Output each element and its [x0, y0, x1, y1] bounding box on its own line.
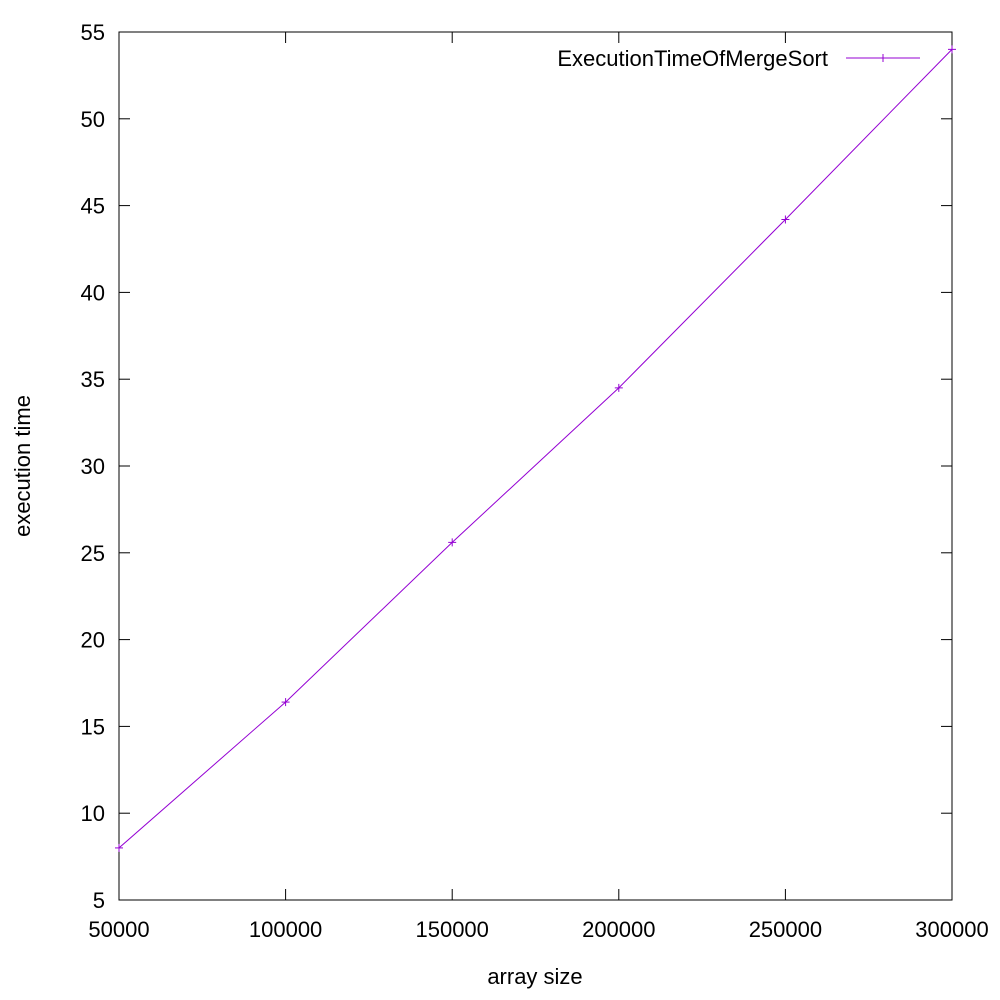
x-axis-label: array size: [487, 964, 582, 989]
y-tick-label: 50: [81, 107, 105, 132]
y-tick-label: 25: [81, 541, 105, 566]
y-tick-label: 5: [93, 888, 105, 913]
x-tick-label: 250000: [749, 917, 822, 942]
y-tick-label: 30: [81, 454, 105, 479]
data-point: [448, 538, 457, 547]
y-axis-label: execution time: [10, 395, 35, 537]
data-point: [281, 698, 290, 707]
legend: ExecutionTimeOfMergeSort: [557, 46, 920, 71]
y-tick-label: 45: [81, 194, 105, 219]
data-point: [781, 215, 790, 224]
x-tick-label: 200000: [582, 917, 655, 942]
y-tick-label: 15: [81, 714, 105, 739]
y-tick-label: 55: [81, 20, 105, 45]
y-tick-label: 40: [81, 280, 105, 305]
series-line: [118, 49, 953, 849]
y-tick-label: 20: [81, 628, 105, 653]
x-tick-label: 100000: [249, 917, 322, 942]
y-axis: 5 10 15 20 25 30 35 40 45 50 55: [81, 20, 952, 913]
data-point: [115, 843, 123, 852]
series-layer: [115, 45, 956, 852]
plot-frame: [118, 31, 953, 901]
x-axis: 50000 100000 150000 200000 250000 300000: [88, 32, 989, 942]
legend-marker: [879, 54, 887, 62]
legend-label: ExecutionTimeOfMergeSort: [557, 46, 828, 71]
y-tick-label: 10: [81, 801, 105, 826]
y-tick-label: 35: [81, 367, 105, 392]
data-point: [948, 45, 956, 54]
x-tick-label: 300000: [915, 917, 988, 942]
x-tick-label: 150000: [415, 917, 488, 942]
x-tick-label: 50000: [88, 917, 149, 942]
data-point: [614, 383, 623, 392]
